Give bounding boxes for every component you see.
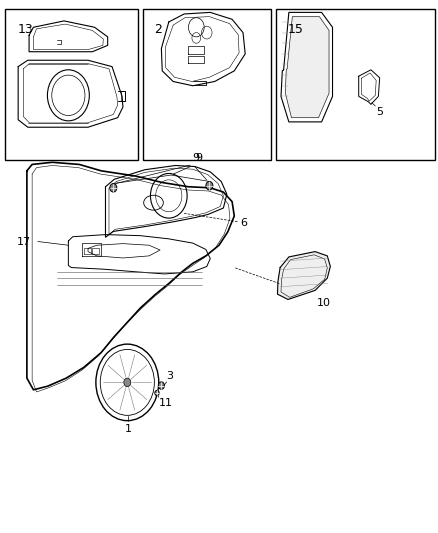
Text: 6: 6: [240, 218, 247, 228]
Bar: [5, 9, 138, 160]
Polygon shape: [278, 252, 330, 300]
Circle shape: [124, 378, 131, 386]
Circle shape: [155, 390, 159, 395]
Text: 10: 10: [317, 298, 331, 309]
Text: 17: 17: [17, 237, 32, 247]
Text: 5: 5: [376, 107, 383, 117]
Bar: [276, 9, 435, 160]
Polygon shape: [286, 17, 329, 118]
Text: 9: 9: [193, 153, 200, 163]
Text: 13: 13: [18, 23, 34, 36]
Circle shape: [158, 382, 164, 389]
Text: 1: 1: [125, 424, 132, 434]
Text: 11: 11: [159, 398, 173, 408]
Bar: [143, 9, 272, 160]
Text: 2: 2: [154, 23, 162, 36]
Text: 15: 15: [288, 23, 304, 36]
Text: 3: 3: [166, 371, 173, 381]
Text: 9: 9: [195, 154, 202, 164]
Circle shape: [206, 181, 213, 190]
Circle shape: [110, 183, 117, 192]
